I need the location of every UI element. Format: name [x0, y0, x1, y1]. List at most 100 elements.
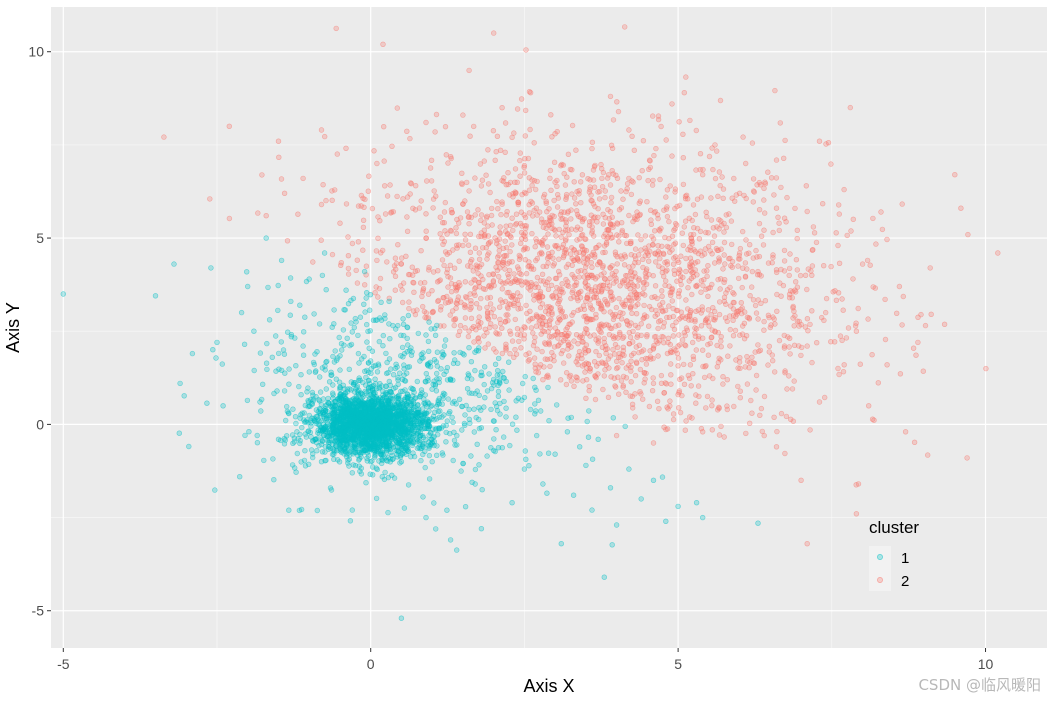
- cluster-1-point: [479, 487, 485, 493]
- cluster-2-point: [668, 348, 674, 354]
- cluster-2-point: [850, 216, 856, 223]
- cluster-2-point: [624, 318, 630, 324]
- cluster-2-point: [682, 332, 688, 339]
- cluster-2-point: [404, 128, 410, 135]
- cluster-1-point: [290, 406, 296, 412]
- cluster-2-point: [803, 183, 809, 189]
- cluster-1-point: [469, 376, 475, 382]
- cluster-2-point: [514, 179, 520, 186]
- cluster-2-point: [769, 260, 775, 266]
- cluster-2-point: [611, 351, 618, 357]
- cluster-2-point: [603, 321, 610, 328]
- cluster-1-point: [490, 418, 497, 424]
- cluster-1-point: [386, 378, 392, 385]
- cluster-2-point: [516, 270, 523, 276]
- cluster-1-point: [535, 397, 542, 403]
- cluster-2-point: [669, 247, 675, 253]
- cluster-2-point: [737, 388, 743, 394]
- cluster-2-point: [259, 172, 265, 178]
- cluster-2-point: [546, 276, 552, 282]
- cluster-2-point: [723, 301, 729, 307]
- cluster-2-point: [726, 256, 732, 262]
- cluster-1-point: [374, 369, 381, 375]
- cluster-2-point: [704, 214, 710, 220]
- cluster-2-point: [703, 405, 709, 411]
- cluster-2-point: [668, 372, 674, 378]
- cluster-1-point: [341, 307, 347, 313]
- cluster-2-point: [693, 127, 699, 134]
- cluster-2-point: [518, 96, 525, 102]
- cluster-1-point: [335, 412, 342, 418]
- cluster-2-point: [983, 365, 989, 372]
- cluster-2-point: [654, 398, 661, 404]
- cluster-2-point: [674, 203, 680, 210]
- cluster-1-point: [364, 290, 370, 296]
- cluster-2-point: [571, 383, 577, 389]
- cluster-1-point: [281, 435, 287, 442]
- cluster-2-point: [618, 188, 624, 194]
- cluster-2-point: [615, 391, 622, 397]
- cluster-2-point: [353, 267, 359, 274]
- cluster-2-point: [809, 272, 815, 278]
- cluster-2-point: [650, 440, 657, 446]
- cluster-2-point: [613, 268, 619, 275]
- cluster-1-point: [349, 329, 355, 335]
- cluster-2-point: [637, 366, 644, 373]
- cluster-2-point: [646, 303, 653, 310]
- cluster-2-point: [563, 276, 569, 283]
- cluster-1-point: [423, 370, 429, 377]
- cluster-1-point: [369, 348, 376, 354]
- cluster-2-point: [786, 373, 792, 379]
- cluster-2-point: [717, 97, 724, 104]
- cluster-2-point: [618, 205, 625, 211]
- cluster-2-point: [761, 210, 768, 216]
- cluster-2-point: [497, 320, 504, 327]
- cluster-2-point: [848, 228, 854, 234]
- cluster-2-point: [666, 314, 673, 320]
- cluster-1-point: [339, 347, 345, 353]
- cluster-2-point: [509, 134, 515, 141]
- cluster-1-point: [382, 312, 388, 318]
- cluster-2-point: [418, 248, 424, 254]
- cluster-2-point: [343, 145, 349, 152]
- cluster-2-point: [548, 305, 554, 312]
- cluster-2-point: [536, 364, 542, 371]
- cluster-2-point: [628, 268, 634, 274]
- cluster-2-point: [716, 432, 723, 438]
- cluster-2-point: [626, 212, 632, 219]
- cluster-2-point: [761, 327, 767, 333]
- cluster-2-point: [505, 170, 511, 176]
- cluster-2-point: [539, 348, 545, 355]
- cluster-2-point: [672, 254, 679, 260]
- cluster-2-point: [774, 308, 780, 314]
- cluster-1-point: [416, 444, 422, 451]
- cluster-2-point: [792, 205, 798, 212]
- cluster-2-point: [749, 268, 756, 275]
- cluster-2-point: [578, 288, 584, 295]
- cluster-2-point: [510, 227, 516, 234]
- cluster-2-point: [718, 338, 724, 344]
- cluster-2-point: [570, 257, 577, 264]
- cluster-1-point: [320, 427, 326, 433]
- cluster-1-point: [441, 371, 447, 377]
- cluster-1-point: [309, 389, 316, 396]
- cluster-2-point: [804, 343, 810, 349]
- cluster-2-point: [780, 282, 787, 289]
- cluster-2-point: [489, 205, 495, 212]
- cluster-2-point: [751, 189, 757, 195]
- cluster-1-point: [472, 466, 479, 473]
- cluster-2-point: [380, 41, 386, 47]
- cluster-2-point: [922, 322, 929, 329]
- cluster-2-point: [710, 166, 716, 173]
- cluster-1-point: [297, 302, 303, 308]
- cluster-2-point: [534, 346, 540, 352]
- cluster-2-point: [429, 309, 435, 316]
- cluster-2-point: [819, 201, 826, 207]
- cluster-2-point: [546, 206, 552, 212]
- cluster-2-point: [571, 274, 577, 280]
- cluster-2-point: [445, 284, 451, 290]
- cluster-2-point: [680, 131, 686, 138]
- cluster-2-point: [648, 221, 655, 228]
- cluster-2-point: [619, 360, 625, 366]
- cluster-2-point: [583, 298, 589, 305]
